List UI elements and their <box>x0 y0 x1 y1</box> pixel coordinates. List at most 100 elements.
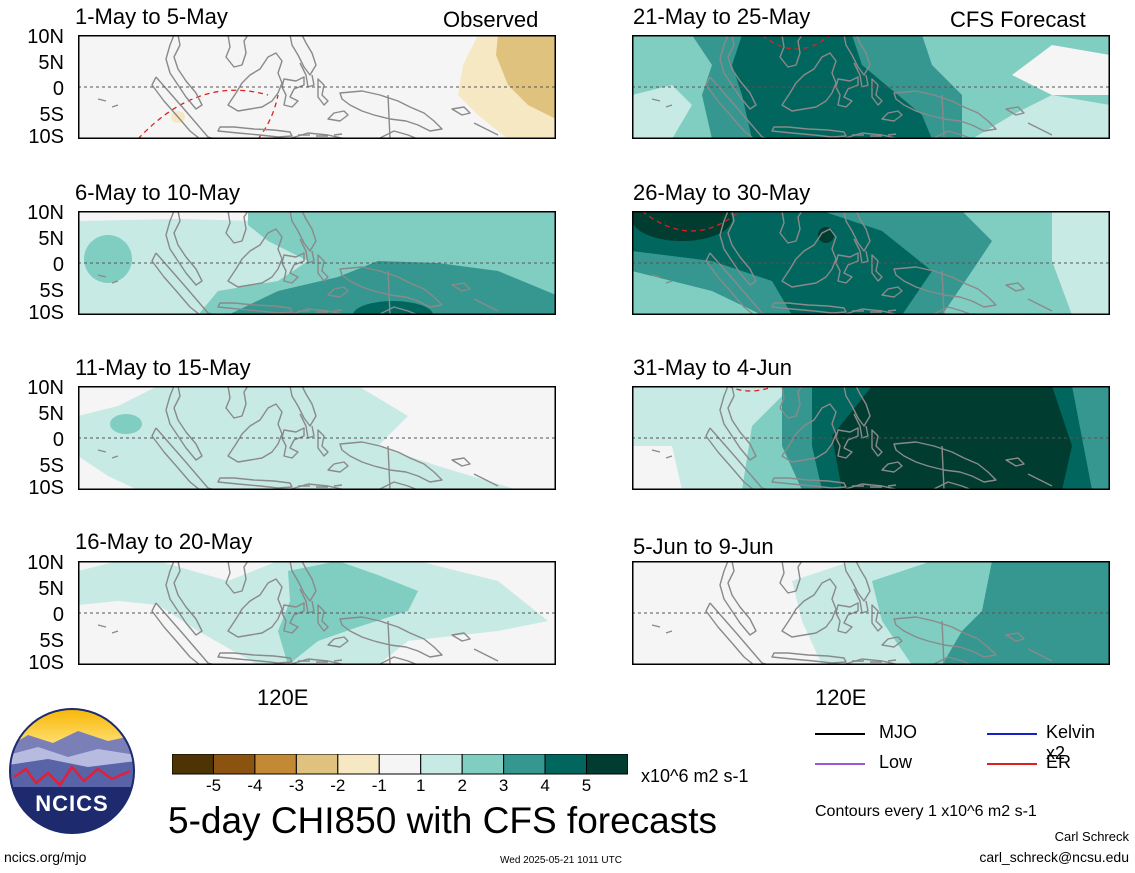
panel-4-map <box>78 561 556 665</box>
legend-kelvin-label: Kelvin x2 <box>1046 722 1096 763</box>
panel-8-frame <box>632 561 1110 665</box>
panel-7-title: 31-May to 4-Jun <box>633 355 792 380</box>
ytick: 10S <box>28 126 64 148</box>
ncics-logo: NCICS <box>9 708 135 834</box>
ytick: 5N <box>38 228 64 250</box>
colorbar-tick-label: 4 <box>540 776 550 795</box>
figure-title: 5-day CHI850 with CFS forecasts <box>168 800 718 841</box>
ytick: 0 <box>52 78 64 100</box>
legend-mjo-label: MJO <box>879 722 917 742</box>
colorbar-tick-label: 1 <box>415 776 426 795</box>
panel-2-region-3 <box>228 261 556 315</box>
panel-8-region-3 <box>942 561 1110 665</box>
ytick: 10N <box>27 552 64 574</box>
colorbar-box <box>503 754 546 775</box>
colorbar-tick-label: -2 <box>330 776 346 795</box>
colorbar-box <box>586 754 628 775</box>
colorbar <box>172 754 628 775</box>
panel-3-frame <box>78 386 556 490</box>
left-x-tick: 120E <box>257 685 309 710</box>
panel-6-er-contour <box>641 211 741 232</box>
colorbar-box <box>337 754 380 775</box>
panel-5-label: CFS Forecast <box>950 7 1086 32</box>
panel-1-er-contour <box>137 89 269 139</box>
panel-5-map <box>632 35 1110 139</box>
colorbar-tick-label: 3 <box>498 776 509 795</box>
legend-low-label: Low <box>879 752 913 772</box>
legend-mjo-line <box>815 733 865 735</box>
legend-kelvin-line <box>987 733 1037 735</box>
panel-3-region-2 <box>110 414 142 434</box>
ytick: 10S <box>28 652 64 674</box>
colorbar-box <box>461 754 505 775</box>
colorbar-box <box>295 754 339 775</box>
panel-1-frame <box>78 35 556 139</box>
ytick: 5N <box>38 578 64 600</box>
panel-6-frame <box>632 211 1110 315</box>
panel-5-title: 21-May to 25-May <box>633 4 811 29</box>
ytick: 10N <box>27 202 64 224</box>
panel-7-frame <box>632 386 1110 490</box>
colorbar-box <box>420 754 463 775</box>
panel-2-frame <box>78 211 556 315</box>
panel-2-region-2a <box>84 235 132 283</box>
ytick: 0 <box>52 429 64 451</box>
colorbar-tick-label: 2 <box>457 776 467 795</box>
ytick: 10N <box>27 26 64 48</box>
site-url[interactable]: ncics.org/mjo <box>4 849 87 865</box>
panel-6-region-5b <box>818 227 834 243</box>
ytick: 10N <box>27 377 64 399</box>
author: Carl Schreck <box>1054 829 1129 844</box>
panel-1-title: 1-May to 5-May <box>75 4 228 29</box>
colorbar-box <box>172 754 214 775</box>
panel-3-title: 11-May to 15-May <box>75 355 251 380</box>
author-email[interactable]: carl_schreck@ncsu.edu <box>979 849 1129 865</box>
panel-5-region-1b <box>972 95 1110 139</box>
ytick: 5N <box>38 52 64 74</box>
legend-er-label: ER <box>1046 752 1072 772</box>
panel-5-region-1a <box>632 85 692 139</box>
timestamp: Wed 2025-05-21 1011 UTC <box>500 855 622 866</box>
right-x-tick: 120E <box>815 685 867 710</box>
colorbar-box <box>254 754 297 775</box>
panel-1-er-contour-b <box>257 94 279 139</box>
panel-3-region-neg <box>78 456 138 490</box>
panel-1-map <box>78 35 556 139</box>
logo-text: NCICS <box>35 791 108 816</box>
colorbar-tick-label: 5 <box>581 776 592 795</box>
ytick: 5N <box>38 403 64 425</box>
colorbar-tick-label: -1 <box>371 776 387 795</box>
colorbar-box <box>212 754 256 775</box>
panel-6-region-5 <box>632 211 732 241</box>
panel-6-title: 26-May to 30-May <box>633 180 811 205</box>
panel-6-region-1 <box>1052 211 1110 315</box>
ytick: 10S <box>28 302 64 324</box>
panel-2-title: 6-May to 10-May <box>75 180 241 205</box>
panel-5-region-neg <box>1012 45 1110 95</box>
panel-4-title: 16-May to 20-May <box>75 529 253 554</box>
legend-er-line <box>987 763 1037 765</box>
panel-8-map <box>632 561 1110 665</box>
colorbar-tick-label: -4 <box>247 776 263 795</box>
colorbar-units: x10^6 m2 s-1 <box>641 766 749 786</box>
colorbar-box <box>544 754 588 775</box>
colorbar-ticks: -5 -4 -3 -2 -1 1 2 3 4 5 <box>172 776 628 798</box>
panel-1-label: Observed <box>443 7 539 32</box>
contour-note: Contours every 1 x10^6 m2 s-1 <box>815 803 1037 820</box>
ytick: 0 <box>52 604 64 626</box>
ytick: 5S <box>39 455 64 477</box>
panel-3-map <box>78 386 556 490</box>
panel-5-frame <box>632 35 1110 139</box>
panel-6-map <box>632 211 1110 315</box>
colorbar-box <box>378 754 422 775</box>
panel-8-title: 5-Jun to 9-Jun <box>633 534 774 559</box>
panel-4-frame <box>78 561 556 665</box>
panel-2-map <box>78 211 556 315</box>
legend-low-line <box>815 763 865 765</box>
colorbar-tick-label: -3 <box>288 776 304 795</box>
panel-7-map <box>632 386 1110 490</box>
colorbar-tick-label: -5 <box>205 776 222 795</box>
panel-5-er-contour <box>761 35 831 50</box>
ytick: 5S <box>39 630 64 652</box>
ytick: 5S <box>39 280 64 302</box>
